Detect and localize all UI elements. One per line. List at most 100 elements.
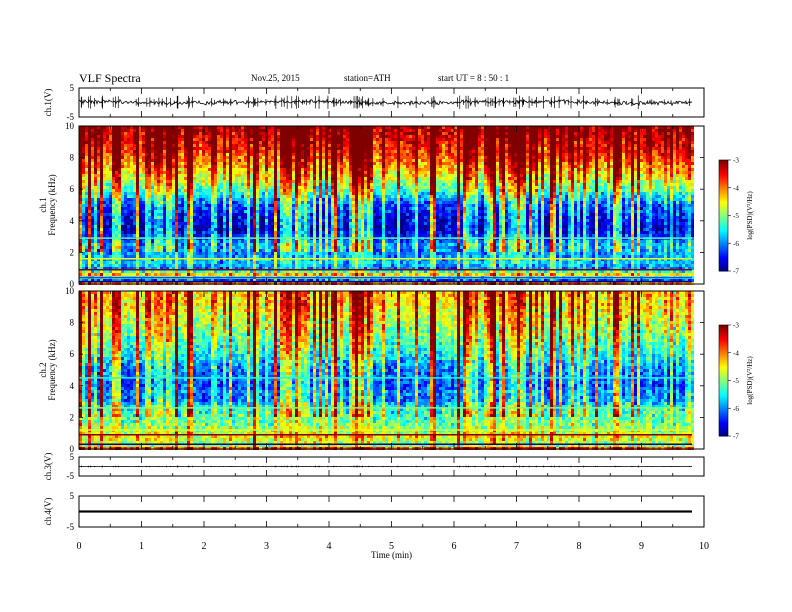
spectrogram-cell [334,177,337,180]
spectrogram-cell [475,144,478,147]
spectrogram-cell [196,162,199,165]
spectrogram-cell [223,141,226,144]
spectrogram-cell [631,189,634,192]
spectrogram-cell [229,138,232,141]
spectrogram-cell [328,189,331,192]
spectrogram-cell [208,165,211,168]
spectrogram-cell [487,165,490,168]
spectrogram-cell [394,186,397,189]
spectrogram-cell [292,189,295,192]
spectrogram-cell [541,165,544,168]
spectrogram-cell [649,141,652,144]
spectrogram-cell [484,159,487,162]
spectrogram-cell [556,168,559,171]
spectrogram-cell [376,135,379,138]
spectrogram-cell [373,126,376,129]
spectrogram-cell [586,135,589,138]
spectrogram-cell [613,159,616,162]
spectrogram-cell [466,162,469,165]
spectrogram-cell [385,132,388,135]
spectrogram-cell [661,156,664,159]
spectrogram-cell [577,189,580,192]
spectrogram-cell [505,141,508,144]
spectrogram-cell [544,135,547,138]
spectrogram-cell [316,159,319,162]
spectrogram-cell [346,174,349,177]
spectrogram-cell [226,165,229,168]
spectrogram-cell [484,189,487,192]
spectrogram-cell [145,177,148,180]
spectrogram-cell [367,135,370,138]
spectrogram-cell [130,135,133,138]
spectrogram-cell [235,138,238,141]
spectrogram-cell [163,192,166,195]
spectrogram-cell [646,141,649,144]
spectrogram-cell [556,135,559,138]
spectrogram-cell [685,129,688,132]
spectrogram-cell [676,126,679,129]
spectrogram-cell [511,126,514,129]
spectrogram-cell [286,126,289,129]
spectrogram-cell [508,147,511,150]
spectrogram-cell [469,153,472,156]
spectrogram-cell [79,159,82,162]
spectrogram-cell [100,174,103,177]
spectrogram-cell [358,132,361,135]
spectrogram-cell [289,168,292,171]
spectrogram-cell [109,129,112,132]
spectrogram-cell [325,153,328,156]
spectrogram-cell [166,135,169,138]
spectrogram-cell [406,183,409,186]
spectrogram-cell [487,126,490,129]
spectrogram-cell [649,129,652,132]
spectrogram-cell [424,138,427,141]
spectrogram-cell [682,165,685,168]
spectrogram-cell [196,186,199,189]
spectrogram-cell [139,165,142,168]
spectrogram-cell [295,186,298,189]
spectrogram-cell [169,129,172,132]
spectrogram-cell [634,180,637,183]
spectrogram-cell [499,174,502,177]
spectrogram-cell [607,186,610,189]
spectrogram-cell [523,183,526,186]
spectrogram-cell [517,171,520,174]
spectrogram-cell [514,174,517,177]
spectrogram-cell [322,126,325,129]
spectrogram-cell [124,165,127,168]
spectrogram-cell [430,132,433,135]
spectrogram-cell [364,168,367,171]
spectrogram-cell [280,180,283,183]
spectrogram-cell [385,135,388,138]
spectrogram-cell [163,165,166,168]
spectrogram-cell [463,138,466,141]
spectrogram-cell [133,150,136,153]
spectrogram-cell [118,171,121,174]
spectrogram-cell [598,132,601,135]
spectrogram-cell [160,192,163,195]
spectrogram-cell [499,153,502,156]
spectrogram-cell [286,195,289,198]
spectrogram-cell [595,189,598,192]
spectrogram-cell [295,153,298,156]
spectrogram-cell [682,192,685,195]
spectrogram-cell [505,177,508,180]
spectrogram-cell [163,138,166,141]
spectrogram-cell [319,171,322,174]
spectrogram-cell [268,156,271,159]
spectrogram-cell [313,135,316,138]
spectrogram-cell [142,180,145,183]
spectrogram-cell [646,126,649,129]
spectrogram-cell [547,135,550,138]
spectrogram-cell [433,162,436,165]
spectrogram-cell [436,189,439,192]
spectrogram-cell [331,174,334,177]
spectrogram-cell [370,147,373,150]
spectrogram-cell [394,180,397,183]
spectrogram-cell [433,153,436,156]
spectrogram-cell [403,132,406,135]
spectrogram-cell [382,150,385,153]
spectrogram-cell [505,168,508,171]
spectrogram-cell [244,165,247,168]
spectrogram-cell [670,159,673,162]
